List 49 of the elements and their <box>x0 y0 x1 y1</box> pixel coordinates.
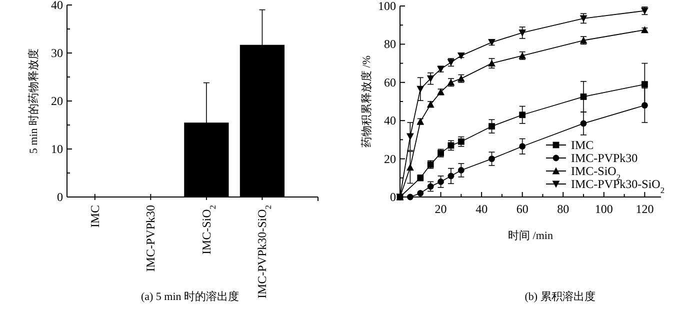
y-tick-label: 60 <box>384 75 396 90</box>
y-tick-label: 80 <box>384 37 396 52</box>
point <box>426 75 434 82</box>
point <box>488 156 495 162</box>
point <box>488 123 495 130</box>
x-tick-label: IMC-PVPk30 <box>144 205 158 272</box>
point <box>448 172 454 180</box>
point <box>519 112 526 118</box>
text: (b) 累积溶出度 <box>524 290 596 303</box>
point <box>406 164 414 171</box>
x-axis-title: 时间 /min <box>508 229 554 242</box>
point <box>427 183 434 190</box>
y-tick-label: 40 <box>384 114 396 128</box>
point <box>448 142 454 149</box>
x-tick-label: 60 <box>516 202 528 216</box>
point <box>580 120 587 127</box>
x-tick-label: 40 <box>476 202 488 216</box>
point <box>406 194 414 200</box>
y-tick-label: 40 <box>51 0 63 12</box>
y-tick-label: 0 <box>390 190 396 204</box>
point <box>406 133 414 140</box>
point <box>417 190 424 196</box>
y-tick-label: 0 <box>57 190 63 204</box>
point <box>519 143 526 150</box>
legend-label: IMC-PVPk30 <box>571 151 638 165</box>
point <box>458 167 464 174</box>
x-tick-label: IMC <box>88 205 102 228</box>
x-tick-label: 100 <box>594 202 613 216</box>
legend-label: IMC <box>571 138 594 152</box>
point <box>580 94 587 100</box>
point <box>488 60 496 66</box>
y-tick-label: 10 <box>51 142 63 156</box>
y-axis-title: 药物积累释放度 /% <box>360 56 373 148</box>
y-tick-label: 20 <box>384 152 396 166</box>
y-axis-title: 5 min 时的药物释放度 <box>27 48 40 154</box>
point <box>580 15 588 22</box>
point <box>641 102 648 109</box>
point <box>518 30 526 36</box>
y-tick-label: 20 <box>51 94 63 108</box>
point <box>641 81 648 88</box>
point <box>458 138 464 145</box>
x-tick-label: 80 <box>557 202 570 216</box>
x-tick-label: 20 <box>434 202 447 216</box>
point <box>416 86 424 93</box>
y-tick-label: 100 <box>378 0 396 13</box>
x-tick-label: 120 <box>636 202 654 216</box>
y-tick-label: 30 <box>51 46 63 60</box>
point <box>438 178 444 185</box>
text: (a) 5 min 时的溶出度 <box>140 290 240 303</box>
